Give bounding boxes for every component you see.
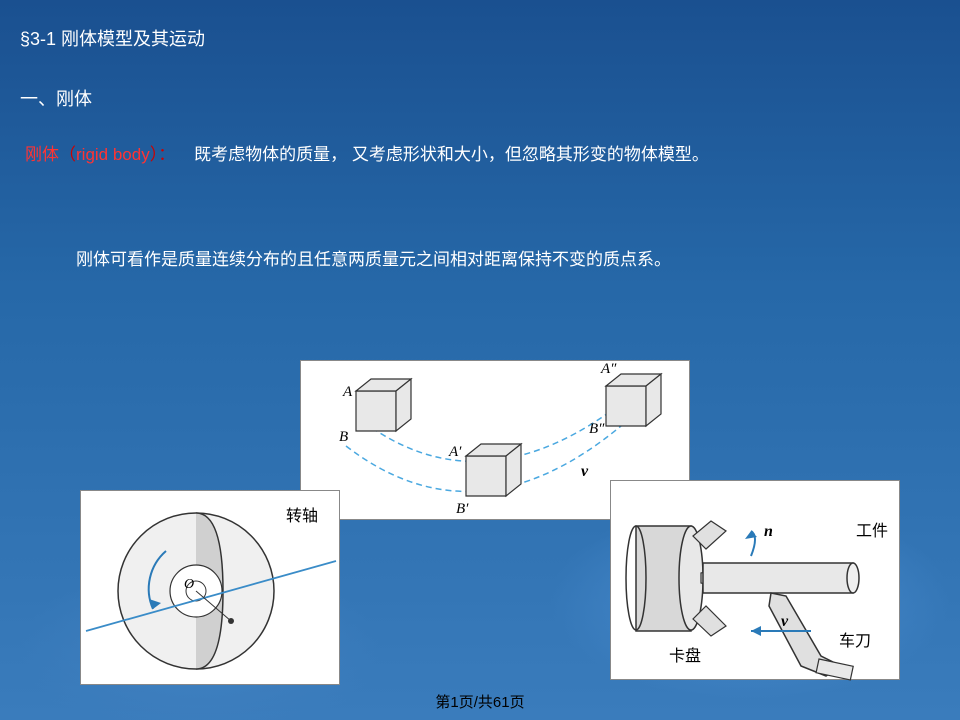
footer-prefix: 第: [435, 694, 450, 711]
label-A: A: [342, 384, 353, 400]
label-n: n: [764, 523, 773, 540]
section-title: §3-1 刚体模型及其运动: [20, 25, 205, 51]
para2-text: 刚体可看作是质量连续分布的且任意两质量元之间相对距离保持不变的质点系。: [76, 250, 671, 269]
term-label: 刚体: [25, 145, 59, 164]
footer-suffix: 页: [510, 694, 525, 711]
english-term: rigid body: [76, 145, 150, 164]
definition-text: 既考虑物体的质量， 又考虑形状和大小，但忽略其形变的物体模型。: [194, 145, 709, 164]
page-footer: 第1页/共61页: [0, 691, 960, 712]
body-paragraph: 刚体可看作是质量连续分布的且任意两质量元之间相对距离保持不变的质点系。: [25, 245, 900, 276]
definition-paragraph: 刚体（rigid body）： 既考虑物体的质量， 又考虑形状和大小，但忽略其形…: [25, 140, 930, 171]
label-chuck: 卡盘: [669, 646, 701, 665]
label-axis: 转轴: [286, 507, 318, 525]
footer-mid: 页/共: [459, 694, 493, 711]
label-B2: B″: [589, 421, 605, 437]
label-v2: v: [781, 613, 789, 630]
label-O: O: [184, 577, 194, 592]
footer-total: 61: [493, 694, 510, 711]
label-B: B: [339, 429, 348, 445]
figures-area: A B A′ B′ A″ B″ v: [0, 360, 960, 690]
footer-current: 1: [450, 694, 458, 711]
indent: [25, 250, 76, 269]
figure-lathe: n v 工件 卡盘 车刀: [610, 480, 900, 680]
paren-open: （: [59, 145, 76, 164]
label-B1: B′: [456, 501, 469, 517]
label-A2: A″: [600, 361, 617, 377]
subtitle: 一、刚体: [20, 85, 92, 111]
figure-rotation-disk: O 转轴: [80, 490, 340, 685]
label-A1: A′: [448, 444, 462, 460]
label-workpiece: 工件: [856, 522, 888, 540]
label-v: v: [581, 463, 589, 480]
paren-close: ）：: [150, 145, 176, 164]
label-tool: 车刀: [839, 632, 871, 650]
